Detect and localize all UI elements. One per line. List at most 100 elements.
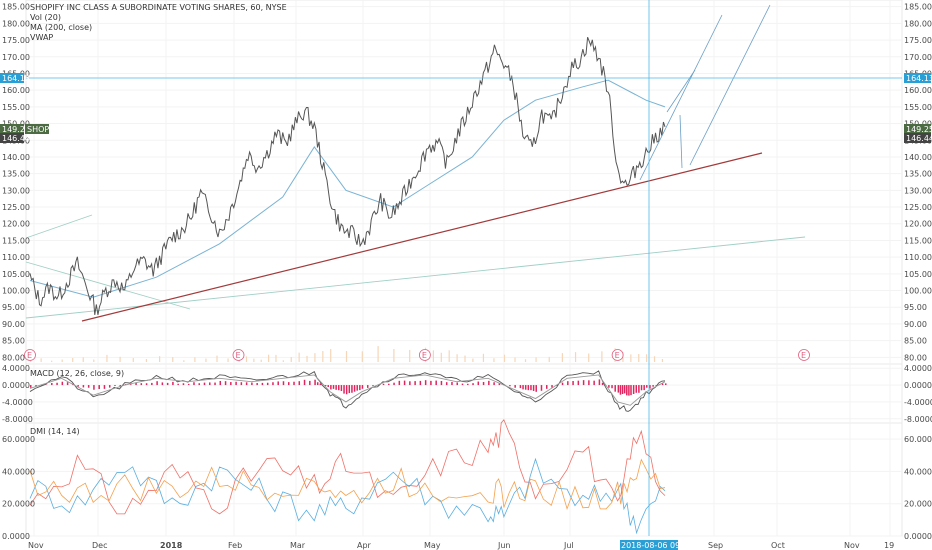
macd-histogram-bar: [572, 381, 574, 386]
price-tick-right: 170.00: [904, 53, 932, 62]
macd-histogram-bar: [98, 385, 100, 390]
crosshair-price-left: 164.13: [2, 74, 30, 83]
volume-bar: [119, 356, 121, 362]
macd-histogram-bar: [230, 382, 232, 386]
price-tick-left: 130.00: [2, 186, 30, 195]
volume-bar: [456, 354, 458, 362]
price-tick-left: 80.00: [2, 353, 25, 362]
earnings-label: E: [422, 351, 427, 360]
second-price-tag-right: [904, 133, 931, 143]
macd-histogram-bar: [219, 380, 222, 386]
macd-histogram-bar: [632, 385, 635, 394]
macd-histogram-bar: [187, 383, 190, 386]
volume-bar: [574, 352, 577, 362]
macd-tick-right: -8.0000: [904, 415, 932, 424]
dmi-tick-left: 40.0000: [2, 467, 35, 476]
dmi-tick-right: 40.0000: [904, 467, 932, 476]
price-tick-right: 180.00: [904, 19, 932, 28]
volume-bar: [503, 354, 506, 362]
volume-bar: [93, 359, 95, 362]
second-price-right: 146.44: [906, 134, 932, 143]
price-tick-left: 140.00: [2, 153, 30, 162]
macd-histogram-bar: [327, 385, 329, 388]
macd-histogram-bar: [293, 381, 295, 386]
earnings-label: E: [801, 351, 806, 360]
dmi-title: DMI (14, 14): [30, 427, 80, 436]
dmi-tick-right: 20.0000: [904, 500, 932, 509]
macd-histogram-bar: [277, 381, 279, 386]
x-tick-label: Apr: [357, 541, 372, 550]
macd-histogram-bar: [527, 385, 530, 391]
projection-arrow: [639, 14, 723, 181]
price-tick-left: 90.00: [2, 320, 25, 329]
macd-histogram-bar: [630, 385, 632, 396]
macd-histogram-bar: [472, 383, 474, 386]
projection-arrow: [679, 114, 683, 169]
macd-panel[interactable]: [25, 363, 903, 424]
volume-bar: [275, 354, 277, 362]
macd-histogram-bar: [643, 385, 645, 391]
volume-bar: [145, 358, 148, 362]
macd-histogram-bar: [665, 383, 667, 386]
volume-bar: [653, 356, 656, 362]
second-price-left: 146.44: [2, 134, 30, 143]
macd-histogram-bar: [272, 382, 274, 386]
macd-histogram-bar: [161, 382, 164, 386]
macd-histogram-bar: [430, 380, 432, 386]
x-tick-label: 2018: [160, 541, 183, 550]
macd-histogram-bar: [103, 385, 106, 389]
price-panel[interactable]: [25, 0, 903, 365]
x-tick-label: Nov: [28, 541, 44, 550]
price-tick-right: 80.00: [904, 353, 927, 362]
macd-histogram-bar: [577, 380, 580, 386]
macd-histogram-bar: [546, 385, 548, 389]
macd-histogram-bar: [561, 382, 564, 386]
volume-bar: [472, 358, 474, 362]
macd-histogram-bar: [617, 385, 620, 393]
macd-tick-right: 0.0000: [904, 381, 932, 390]
macd-histogram-bar: [66, 382, 69, 386]
macd-histogram-bar: [351, 385, 353, 393]
earnings-marker: [798, 349, 810, 361]
macd-histogram-bar: [324, 385, 327, 387]
volume-bar: [260, 359, 262, 362]
macd-histogram-bar: [652, 385, 654, 387]
macd-histogram-bar: [614, 385, 616, 392]
price-tick-left: 135.00: [2, 170, 30, 179]
macd-histogram-bar: [114, 385, 116, 386]
volume-bar: [514, 357, 516, 362]
price-tick-left: 95.00: [2, 303, 25, 312]
price-tick-left: 105.00: [2, 270, 30, 279]
macd-histogram-bar: [93, 385, 95, 390]
macd-tick-left: -8.0000: [2, 415, 33, 424]
macd-histogram-bar: [240, 382, 243, 386]
support-trendline: [81, 152, 763, 322]
x-tick-label: Dec: [92, 541, 107, 550]
macd-histogram-bar: [177, 383, 179, 386]
volume-bar: [432, 350, 434, 362]
macd-histogram-bar: [151, 382, 153, 386]
macd-histogram-bar: [282, 381, 285, 386]
x-tick-label: Feb: [228, 541, 242, 550]
channel-line-top: [25, 214, 93, 239]
volume-bar: [524, 359, 527, 362]
dmi-panel[interactable]: [25, 422, 903, 537]
price-tick-right: 135.00: [904, 170, 932, 179]
macd-tick-left: -4.0000: [2, 398, 33, 407]
earnings-label: E: [236, 351, 241, 360]
last-price-tag-left: [0, 124, 24, 134]
macd-histogram-bar: [611, 385, 613, 389]
macd-histogram-bar: [467, 383, 469, 386]
volume-bar: [72, 358, 74, 362]
volume-bar: [82, 357, 84, 362]
price-tick-left: 160.00: [2, 86, 30, 95]
macd-histogram-bar: [588, 380, 590, 386]
macd-histogram-bar: [172, 381, 174, 386]
macd-histogram-bar: [540, 385, 543, 391]
macd-histogram-bar: [332, 385, 335, 389]
volume-bar: [448, 350, 450, 362]
macd-histogram-bar: [119, 385, 122, 387]
volume-bar: [322, 351, 324, 362]
volume-bar: [106, 354, 108, 362]
